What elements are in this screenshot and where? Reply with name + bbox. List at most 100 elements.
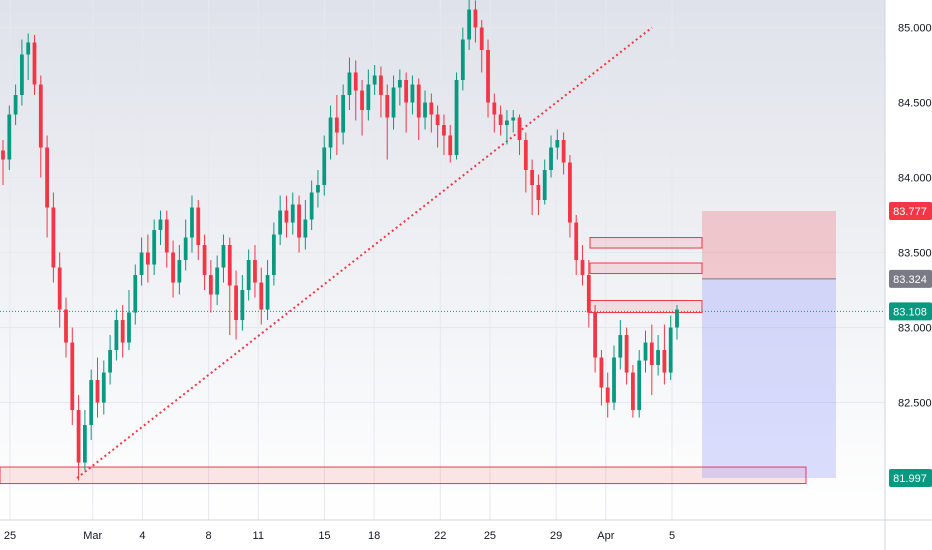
support-zone <box>0 466 807 485</box>
candle-body <box>290 204 295 223</box>
price-label-badge <box>889 269 932 288</box>
candle-body <box>101 372 106 403</box>
x-tick-label: 4 <box>139 530 145 542</box>
candle-body <box>316 185 320 193</box>
candle-body <box>1 150 5 160</box>
x-tick-label: 25 <box>484 530 496 542</box>
candle-body <box>45 147 49 208</box>
candle-body <box>139 252 144 276</box>
candle-body <box>76 410 81 463</box>
candle-body <box>64 309 68 343</box>
candle-body <box>82 425 87 463</box>
candle-body <box>404 80 409 103</box>
price-label-text: 83.108 <box>893 306 927 318</box>
y-tick-label: 83.000 <box>898 323 932 335</box>
candle-body <box>32 42 37 85</box>
candle-body <box>259 282 264 310</box>
candle-body <box>328 117 333 148</box>
candle-body <box>215 267 220 295</box>
candle-body <box>7 114 12 160</box>
candle-body <box>505 120 509 126</box>
candle-body <box>656 350 660 366</box>
candle-body <box>202 245 207 276</box>
candle-body <box>177 260 182 283</box>
candle-body <box>618 335 623 358</box>
candle-body <box>253 260 257 283</box>
candle-body <box>70 342 75 411</box>
candle-body <box>486 50 490 103</box>
candle-body <box>574 222 579 261</box>
x-tick-label: 25 <box>4 530 16 542</box>
candle-body <box>26 42 31 55</box>
candle-body <box>13 95 18 115</box>
candle-body <box>360 90 364 111</box>
candle-body <box>347 72 352 96</box>
candle-body <box>668 327 673 373</box>
candle-body <box>662 350 667 373</box>
candle-body <box>530 170 535 186</box>
candle-body <box>353 72 358 91</box>
candle-body <box>309 192 314 220</box>
candle-body <box>473 9 478 28</box>
x-tick-label: 5 <box>669 530 675 542</box>
candle-body <box>568 162 572 223</box>
price-label-badge <box>889 302 932 321</box>
candle-body <box>89 380 94 426</box>
y-tick-label: 82.500 <box>898 398 932 410</box>
x-tick-label: 29 <box>550 530 562 542</box>
candle-body <box>171 252 175 283</box>
price-label-badge <box>889 469 932 487</box>
y-tick-label: 85.000 <box>898 23 932 35</box>
candle-body <box>221 245 226 268</box>
y-tick-label: 84.000 <box>898 173 932 185</box>
candle-body <box>38 84 43 148</box>
candle-body <box>549 147 553 171</box>
candle-body <box>158 219 163 231</box>
candle-body <box>593 312 598 358</box>
take-profit-zone <box>702 278 836 478</box>
candle-body <box>271 234 276 276</box>
candle-body <box>133 275 138 313</box>
candle-body <box>498 114 503 126</box>
x-tick-label: 8 <box>206 530 212 542</box>
candle-body <box>555 140 560 148</box>
x-tick-label: 15 <box>318 530 330 542</box>
candle-body <box>108 350 112 373</box>
candle-body <box>580 260 585 276</box>
x-tick-label: 22 <box>434 530 446 542</box>
candle-body <box>435 114 440 126</box>
candle-body <box>511 117 516 121</box>
candle-body <box>442 125 446 136</box>
x-tick-label: Apr <box>597 530 614 542</box>
candle-body <box>631 372 635 411</box>
x-tick-label: Mar <box>83 530 102 542</box>
x-tick-label: 18 <box>368 530 380 542</box>
candle-body <box>246 260 251 291</box>
price-label-text: 83.324 <box>893 274 927 286</box>
candle-body <box>385 95 390 118</box>
candle-body <box>341 95 346 133</box>
candle-body <box>145 252 150 265</box>
candle-body <box>265 275 270 310</box>
candle-body <box>410 84 415 103</box>
candle-body <box>675 309 679 328</box>
y-tick-label: 83.500 <box>898 248 932 260</box>
candle-body <box>190 207 194 238</box>
candle-body <box>423 102 427 118</box>
candle-body <box>599 357 604 388</box>
candle-body <box>637 360 642 411</box>
resistance-zone <box>589 300 703 314</box>
candle-body <box>643 342 648 361</box>
candle-body <box>240 290 245 321</box>
candle-body <box>448 135 453 156</box>
candle-body <box>322 147 327 186</box>
candle-body <box>57 267 62 310</box>
candle-body <box>536 185 541 201</box>
candle-body <box>454 80 459 156</box>
candle-body <box>391 87 396 118</box>
x-tick-label: 11 <box>253 530 264 542</box>
candle-body <box>183 237 188 261</box>
candle-body <box>517 117 522 141</box>
candle-body <box>467 9 472 40</box>
resistance-zone <box>589 237 703 249</box>
